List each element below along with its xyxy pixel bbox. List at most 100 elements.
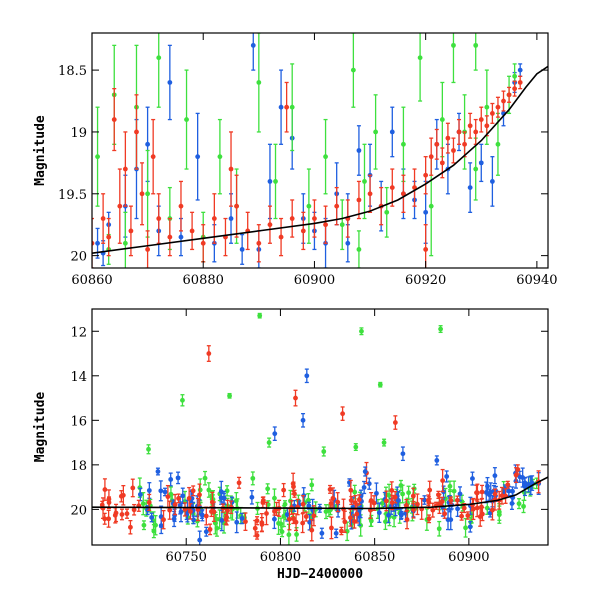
data-point-green [184,69,189,170]
y-tick-label: 20 [70,503,87,518]
x-tick-label: 60860 [71,273,112,288]
outlier-point-blue [300,412,306,428]
data-point-red [234,174,239,238]
bulk-point-red [515,464,521,475]
bulk-point-red [112,507,118,524]
data-point-red [139,162,145,226]
data-point-green [289,63,295,152]
data-point-red [245,211,251,251]
bulk-point-red [309,518,315,542]
outlier-point-green [180,394,185,407]
bulk-point-red [290,512,296,525]
plot-frame [91,308,549,546]
bulk-point-blue [149,512,155,523]
outlier-point-red [206,345,212,362]
data-point-red [512,80,518,97]
bulk-point-red [404,509,410,530]
bulk-point-blue [218,480,224,503]
bulk-point-blue [333,528,339,539]
data-point-blue [100,240,106,267]
bulk-point-red [410,487,416,505]
bulk-point-red [130,478,136,498]
bulk-point-blue [158,480,164,502]
data-point-red [178,180,184,232]
bulk-point-blue [366,477,372,490]
data-point-green [217,118,223,195]
bulk-point-green [406,485,412,500]
data-point-green [350,33,356,108]
data-point-red [467,112,473,139]
data-point-blue [167,44,173,121]
x-tick-label: 60920 [405,273,446,288]
x-tick-label: 60880 [183,273,224,288]
bulk-point-blue [203,526,209,537]
bulk-point-green [265,483,271,495]
data-point-red [473,118,479,145]
data-point-red [189,211,195,251]
bulk-point-blue [162,487,168,497]
bulk-point-red [415,493,420,516]
bulk-point-red [329,516,334,540]
bulk-point-red [342,510,348,533]
data-point-blue [517,63,523,77]
outlier-point-red [293,389,298,407]
bulk-point-red [368,491,374,510]
data-point-green [339,199,345,251]
bulk-point-green [436,520,442,537]
bulk-point-green [521,499,526,514]
bulk-point-green [206,482,212,498]
bulk-point-red [190,485,196,497]
data-point-green [473,33,479,71]
data-point-red [334,186,340,226]
outlier-point-blue [400,446,406,462]
bulk-point-red [102,512,108,525]
bulk-point-green [451,480,457,502]
bulk-point-blue [444,470,450,483]
x-tick-label: 60850 [354,550,395,565]
data-point-green [495,112,501,176]
bulk-point-blue [239,512,245,525]
outlier-point-green [257,312,263,319]
x-tick-label: 60800 [260,550,301,565]
bulk-point-green [140,492,146,516]
bulk-point-red [348,495,354,506]
data-point-red [489,102,495,124]
data-point-red [289,199,295,238]
outlier-point-blue [155,467,161,476]
data-point-blue [195,112,201,201]
bulk-point-blue [221,493,227,504]
data-point-red [451,137,456,164]
data-point-green [439,81,445,158]
outlier-point-blue [434,455,440,466]
data-point-red [211,193,217,244]
outlier-point-green [321,446,327,457]
data-point-green [306,168,312,244]
bulk-point-red [300,494,306,514]
bulk-point-red [131,503,137,516]
bulk-point-blue [526,476,531,493]
data-point-red [300,211,306,251]
outlier-point-blue [304,368,310,384]
data-point-red [167,217,173,257]
data-point-blue [278,69,284,145]
data-point-red [223,217,228,257]
bulk-point-red [303,511,309,522]
data-point-blue [95,227,100,259]
bulk-point-red [176,493,181,504]
bulk-point-green [233,491,239,510]
data-point-red [150,118,156,195]
data-point-green [145,149,151,238]
bulk-point-blue [448,509,454,531]
bulk-point-red [425,494,431,507]
bulk-point-red [300,513,306,534]
data-point-green [451,33,456,84]
bulk-point-blue [522,477,528,489]
data-point-red [106,217,112,257]
bulk-point-red [475,483,480,502]
bulk-point-blue [470,471,475,486]
bulk-point-blue [361,480,367,495]
data-point-blue [389,106,395,158]
bulk-point-red [161,509,166,530]
y-tick-label: 19 [70,126,87,141]
data-point-red [506,86,512,103]
